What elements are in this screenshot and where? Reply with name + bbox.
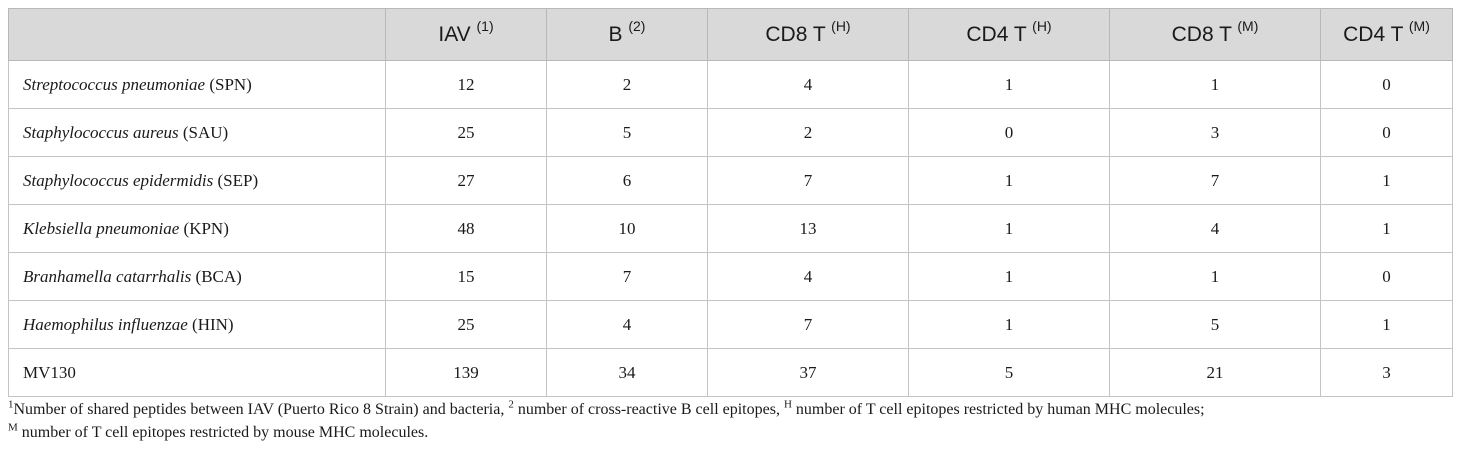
table-cell: 4 [707, 60, 909, 109]
table-cell: 1 [908, 300, 1110, 349]
table-cell: 4 [546, 300, 708, 349]
table-row: Branhamella catarrhalis (BCA) 15 7 4 1 1… [8, 252, 1453, 301]
table-cell: 7 [1109, 156, 1321, 205]
table-cell: 10 [546, 204, 708, 253]
table-container: IAV (1) B (2) CD8 T (H) CD4 T (H) CD8 T … [8, 8, 1453, 397]
table-cell: 12 [385, 60, 547, 109]
row-label: Haemophilus influenzae (HIN) [8, 300, 386, 349]
table-cell: 37 [707, 348, 909, 397]
table-cell: 4 [707, 252, 909, 301]
table-cell: 5 [908, 348, 1110, 397]
table-row: Haemophilus influenzae (HIN) 25 4 7 1 5 … [8, 300, 1453, 349]
table-footnote: 1Number of shared peptides between IAV (… [8, 398, 1452, 444]
table-cell: 2 [546, 60, 708, 109]
table-cell: 4 [1109, 204, 1321, 253]
table-cell: 0 [1320, 60, 1453, 109]
row-label: Staphylococcus epidermidis (SEP) [8, 156, 386, 205]
table-cell: 1 [908, 60, 1110, 109]
table-cell: 6 [546, 156, 708, 205]
table-row: Staphylococcus aureus (SAU) 25 5 2 0 3 0 [8, 108, 1453, 157]
table-cell: 1 [908, 156, 1110, 205]
table-cell: 1 [1320, 156, 1453, 205]
table-cell: 7 [546, 252, 708, 301]
table-cell: 0 [908, 108, 1110, 157]
table-cell: 1 [1320, 300, 1453, 349]
table-cell: 7 [707, 156, 909, 205]
table-cell: 48 [385, 204, 547, 253]
row-label: MV130 [8, 348, 386, 397]
header-cell: CD8 T (H) [707, 8, 909, 61]
row-label: Staphylococcus aureus (SAU) [8, 108, 386, 157]
table-row: Staphylococcus epidermidis (SEP) 27 6 7 … [8, 156, 1453, 205]
header-cell: IAV (1) [385, 8, 547, 61]
table-cell: 1 [908, 204, 1110, 253]
table-cell: 1 [908, 252, 1110, 301]
table-cell: 2 [707, 108, 909, 157]
table-cell: 21 [1109, 348, 1321, 397]
table-cell: 34 [546, 348, 708, 397]
row-label: Klebsiella pneumoniae (KPN) [8, 204, 386, 253]
header-cell: CD4 T (H) [908, 8, 1110, 61]
table-row: Streptococcus pneumoniae (SPN) 12 2 4 1 … [8, 60, 1453, 109]
table-cell: 27 [385, 156, 547, 205]
epitope-table: IAV (1) B (2) CD8 T (H) CD4 T (H) CD8 T … [8, 8, 1453, 397]
table-cell: 0 [1320, 108, 1453, 157]
header-corner [8, 8, 386, 61]
table-cell: 13 [707, 204, 909, 253]
table-cell: 1 [1320, 204, 1453, 253]
row-label: Branhamella catarrhalis (BCA) [8, 252, 386, 301]
table-row: Klebsiella pneumoniae (KPN) 48 10 13 1 4… [8, 204, 1453, 253]
header-cell: B (2) [546, 8, 708, 61]
table-cell: 3 [1109, 108, 1321, 157]
table-row-total: MV130 139 34 37 5 21 3 [8, 348, 1453, 397]
table-cell: 15 [385, 252, 547, 301]
table-cell: 25 [385, 108, 547, 157]
table-cell: 139 [385, 348, 547, 397]
table-cell: 5 [1109, 300, 1321, 349]
header-row: IAV (1) B (2) CD8 T (H) CD4 T (H) CD8 T … [8, 8, 1453, 61]
row-label: Streptococcus pneumoniae (SPN) [8, 60, 386, 109]
header-cell: CD8 T (M) [1109, 8, 1321, 61]
table-cell: 5 [546, 108, 708, 157]
footnote-line-1: 1Number of shared peptides between IAV (… [8, 398, 1205, 418]
footnote-line-2: M number of T cell epitopes restricted b… [8, 421, 429, 441]
table-cell: 25 [385, 300, 547, 349]
table-cell: 7 [707, 300, 909, 349]
table-cell: 1 [1109, 60, 1321, 109]
header-cell: CD4 T (M) [1320, 8, 1453, 61]
table-cell: 3 [1320, 348, 1453, 397]
table-cell: 0 [1320, 252, 1453, 301]
table-cell: 1 [1109, 252, 1321, 301]
